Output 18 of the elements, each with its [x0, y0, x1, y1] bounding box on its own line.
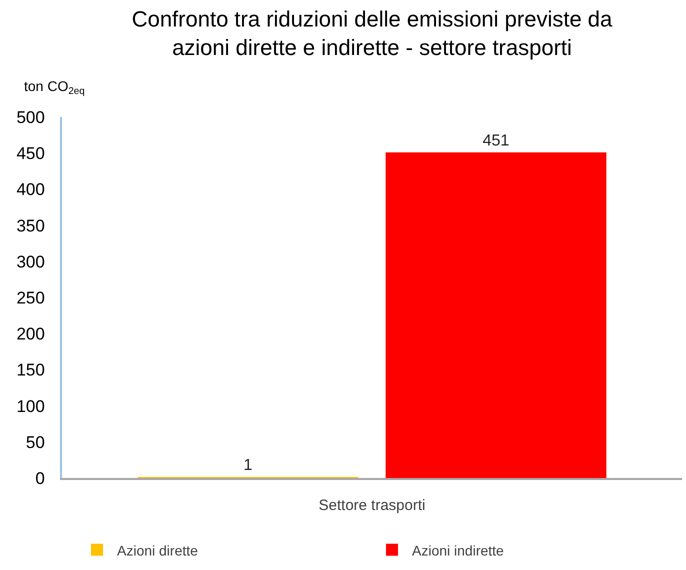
y-tick-label: 50 [26, 432, 45, 452]
y-tick-label: 400 [16, 180, 45, 200]
x-tick-label: Settore trasporti [318, 496, 426, 514]
y-tick-label: 250 [16, 288, 45, 308]
y-tick-label: 300 [16, 252, 45, 272]
y-tick-label: 0 [35, 468, 45, 488]
legend-label: Azioni indirette [412, 542, 504, 558]
y-tick-label: 350 [16, 216, 45, 236]
data-label: 451 [482, 132, 510, 150]
y-tick-label: 200 [16, 324, 45, 344]
y-tick-label: 150 [16, 360, 45, 380]
y-axis-title: ton CO$_{2eq}$ [24, 78, 85, 97]
y-tick-label: 100 [16, 396, 45, 416]
chart-title: Confronto tra riduzioni delle emissioni previste da azioni dirette e indirette - settore trasporti [132, 6, 614, 60]
legend-label: Azioni dirette [117, 542, 198, 558]
data-label: 1 [244, 457, 252, 474]
y-tick-label: 500 [16, 108, 45, 127]
y-tick-label: 450 [16, 144, 45, 164]
